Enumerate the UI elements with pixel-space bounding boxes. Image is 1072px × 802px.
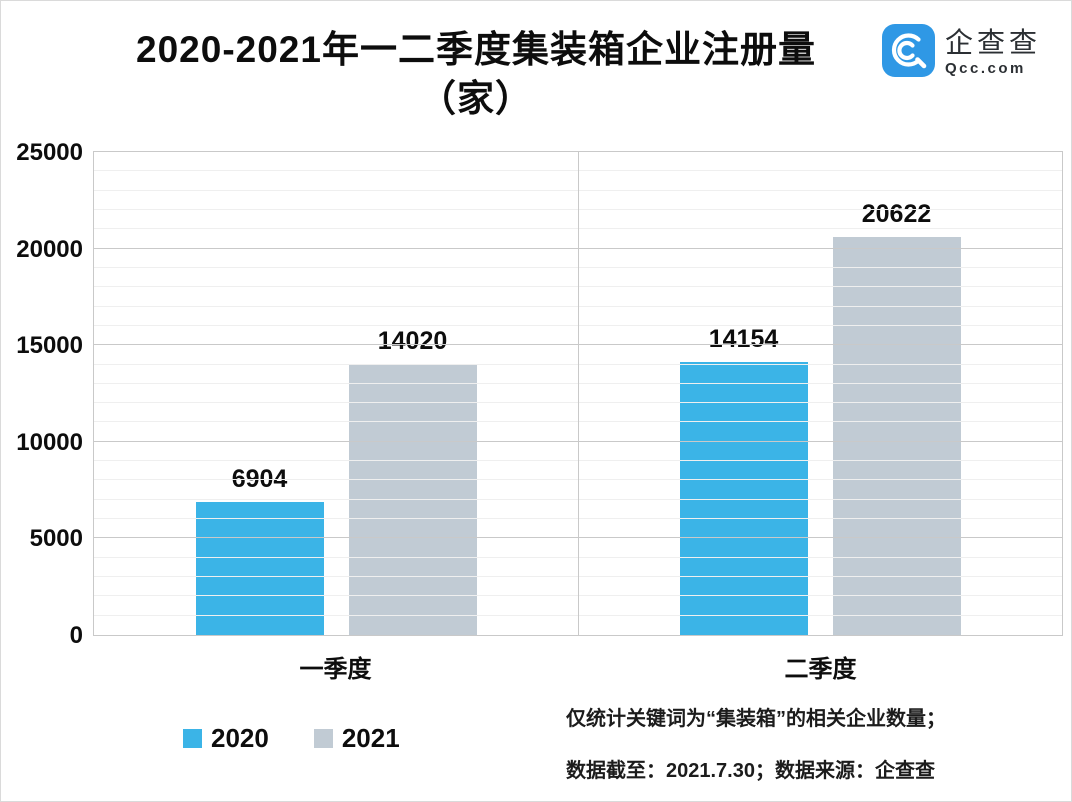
qcc-spiral-magnifier-icon [881, 24, 935, 77]
bar-2021-二季度: 20622 [832, 200, 961, 635]
qcc-logo-text: 企查查 Qcc.com [945, 24, 1041, 79]
bar-value-label: 6904 [231, 464, 288, 493]
chart-title: 2020-2021年一二季度集装箱企业注册量 （家） [61, 25, 891, 123]
legend-item-2020: 2020 [183, 723, 269, 754]
legend-label: 2021 [341, 723, 400, 753]
y-tick-label: 0 [69, 622, 83, 649]
chart-title-line2: （家） [419, 78, 533, 119]
bar-value-label: 14020 [377, 327, 448, 356]
plot-area: 6904 14020 14154 20622 [93, 151, 1063, 636]
footnote-line1: 仅统计关键词为“集装箱”的相关企业数量； [566, 708, 946, 730]
qcc-logo: 企查查 Qcc.com [881, 24, 1041, 79]
y-tick-label: 25000 [16, 139, 83, 166]
y-tick-label: 20000 [16, 235, 83, 263]
legend-swatch-icon [183, 729, 202, 748]
legend-label: 2020 [211, 723, 269, 753]
bar-value-label: 14154 [708, 324, 779, 353]
y-axis-tick-labels: 0 5000 10000 15000 20000 25000 [1, 139, 83, 649]
legend-swatch-icon [313, 729, 333, 748]
x-category-label-二季度: 二季度 [784, 656, 857, 683]
footnote-line2: 数据截至：2021.7.30；数据来源：企查查 [566, 760, 935, 782]
x-axis-category-labels: 一季度 二季度 [93, 649, 1063, 684]
category-divider-line [578, 152, 579, 635]
bar-2020-二季度: 14154 [679, 325, 808, 635]
bar-group-一季度: 6904 14020 [94, 152, 578, 635]
legend-item-2021: 2021 [313, 723, 400, 754]
y-tick-label: 10000 [16, 428, 83, 456]
bar-group-二季度: 14154 20622 [578, 152, 1062, 635]
legend: 2020 2021 [183, 723, 400, 754]
qcc-logo-name: 企查查 [944, 27, 1041, 58]
footnote: 仅统计关键词为“集装箱”的相关企业数量； 数据截至：2021.7.30；数据来源… [566, 693, 946, 797]
x-category-label-一季度: 一季度 [299, 656, 372, 683]
y-tick-label: 5000 [29, 525, 83, 553]
bar-groups: 6904 14020 14154 20622 [94, 152, 1062, 635]
y-tick-label: 15000 [16, 332, 83, 360]
chart-title-line1: 2020-2021年一二季度集装箱企业注册量 [136, 29, 816, 70]
qcc-logo-domain: Qcc.com [944, 60, 1026, 77]
bar-value-label: 20622 [861, 199, 932, 228]
bar-2020-一季度: 6904 [195, 465, 324, 635]
